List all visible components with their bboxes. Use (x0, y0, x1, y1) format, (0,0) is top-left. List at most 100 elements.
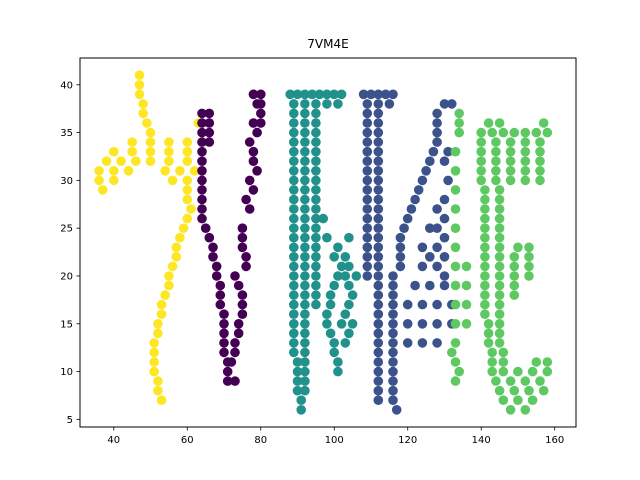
scatter-point-s3-31 (373, 213, 384, 224)
scatter-point-s4-35 (520, 137, 531, 147)
scatter-point-s4-70 (494, 242, 505, 253)
scatter-point-s4-33 (491, 137, 501, 147)
scatter-point-s1-11 (197, 175, 207, 186)
scatter-point-s1-54 (255, 118, 266, 128)
x-axis: 40 60 80 100 120 140 160 (107, 427, 564, 446)
scatter-point-s4-80 (524, 261, 534, 272)
scatter-point-s0-16 (101, 156, 112, 166)
scatter-point-s1-8 (197, 146, 207, 157)
scatter-point-s2-23 (300, 137, 310, 147)
scatter-point-s3-97 (425, 156, 435, 166)
scatter-point-s4-37 (476, 146, 487, 157)
scatter-point-s4-43 (491, 156, 501, 166)
scatter-point-s1-12 (197, 185, 207, 195)
scatter-point-s2-77 (300, 309, 310, 320)
scatter-point-s4-113 (505, 376, 516, 386)
scatter-point-s3-109 (443, 146, 453, 157)
scatter-point-s1-47 (237, 232, 248, 243)
scatter-point-s2-71 (300, 290, 310, 300)
scatter-point-s2-7 (336, 89, 347, 100)
scatter-point-s2-39 (311, 185, 321, 195)
scatter-point-s2-11 (322, 99, 332, 109)
scatter-point-s3-114 (439, 232, 450, 243)
scatter-point-s3-49 (373, 328, 384, 339)
scatter-point-s1-33 (230, 271, 240, 281)
scatter-point-s2-16 (289, 118, 299, 128)
scatter-point-s3-54 (373, 376, 384, 386)
scatter-point-s0-21 (182, 156, 193, 166)
scatter-point-s2-17 (300, 118, 310, 128)
scatter-point-s2-116 (344, 280, 354, 291)
scatter-point-s3-71 (402, 299, 413, 310)
scatter-point-s0-28 (94, 175, 104, 186)
scatter-point-s2-29 (300, 156, 310, 166)
scatter-point-s3-58 (388, 376, 398, 386)
scatter-point-s4-15 (450, 376, 461, 386)
scatter-point-s4-87 (509, 280, 520, 291)
scatter-point-s4-48 (491, 166, 501, 176)
scatter-point-s3-19 (373, 156, 384, 166)
scatter-point-s4-65 (480, 223, 490, 233)
scatter-point-s2-93 (300, 385, 310, 396)
scatter-point-s2-0 (285, 89, 296, 100)
scatter-point-s4-76 (524, 251, 534, 262)
scatter-point-s4-57 (480, 185, 490, 195)
scatter-point-s0-5 (142, 118, 152, 128)
scatter-point-s2-57 (311, 242, 321, 253)
scatter-point-s3-37 (373, 242, 384, 253)
scatter-point-s3-74 (402, 319, 413, 329)
scatter-point-s2-92 (292, 385, 303, 396)
scatter-point-s0-47 (156, 309, 167, 320)
scatter-point-s2-43 (289, 204, 299, 214)
scatter-point-s4-89 (494, 290, 505, 300)
scatter-point-s0-17 (116, 156, 126, 166)
plot-frame (79, 57, 577, 428)
scatter-point-s3-43 (373, 271, 384, 281)
scatter-point-s3-17 (373, 146, 384, 157)
scatter-point-s4-55 (520, 175, 531, 186)
scatter-point-s3-15 (373, 137, 384, 147)
scatter-point-s2-22 (289, 137, 299, 147)
scatter-point-s3-47 (373, 309, 384, 320)
scatter-point-s2-85 (300, 347, 310, 358)
scatter-point-s2-4 (314, 89, 325, 100)
scatter-point-s1-1 (204, 108, 215, 119)
scatter-point-s4-30 (542, 127, 553, 138)
scatter-point-s0-18 (131, 156, 141, 166)
scatter-point-s1-64 (248, 89, 259, 100)
scatter-point-s3-104 (447, 99, 457, 109)
scatter-point-s4-1 (454, 118, 465, 128)
scatter-point-s2-74 (300, 299, 310, 310)
scatter-point-s1-18 (208, 242, 218, 253)
scatter-point-s3-65 (388, 309, 398, 320)
scatter-point-s2-10 (311, 99, 321, 109)
scatter-point-s0-4 (138, 108, 148, 119)
scatter-point-s4-92 (494, 299, 505, 310)
scatter-point-s3-101 (432, 118, 442, 128)
scatter-point-s3-28 (362, 204, 373, 214)
scatter-point-s1-62 (248, 118, 259, 128)
scatter-point-s4-117 (509, 385, 520, 396)
scatter-point-s2-63 (311, 261, 321, 272)
scatter-point-s2-58 (289, 251, 299, 262)
scatter-point-s2-101 (333, 271, 343, 281)
scatter-point-s2-55 (289, 242, 299, 253)
scatter-point-s2-70 (289, 290, 299, 300)
scatter-point-s1-46 (237, 223, 248, 233)
scatter-point-s2-27 (311, 146, 321, 157)
scatter-point-s1-16 (200, 223, 211, 233)
scatter-point-s2-21 (311, 127, 321, 138)
scatter-point-s1-61 (244, 137, 255, 147)
scatter-point-s2-124 (340, 338, 351, 348)
scatter-point-s4-29 (531, 127, 542, 138)
scatter-point-s3-55 (373, 385, 384, 396)
scatter-point-s0-7 (127, 137, 137, 147)
scatter-point-s2-66 (311, 271, 321, 281)
scatter-point-s3-13 (373, 127, 384, 138)
scatter-point-s2-83 (300, 338, 310, 348)
scatter-point-s4-69 (480, 242, 490, 253)
scatter-point-s4-47 (476, 166, 487, 176)
scatter-point-s0-9 (164, 137, 174, 147)
scatter-point-s4-20 (447, 347, 457, 358)
